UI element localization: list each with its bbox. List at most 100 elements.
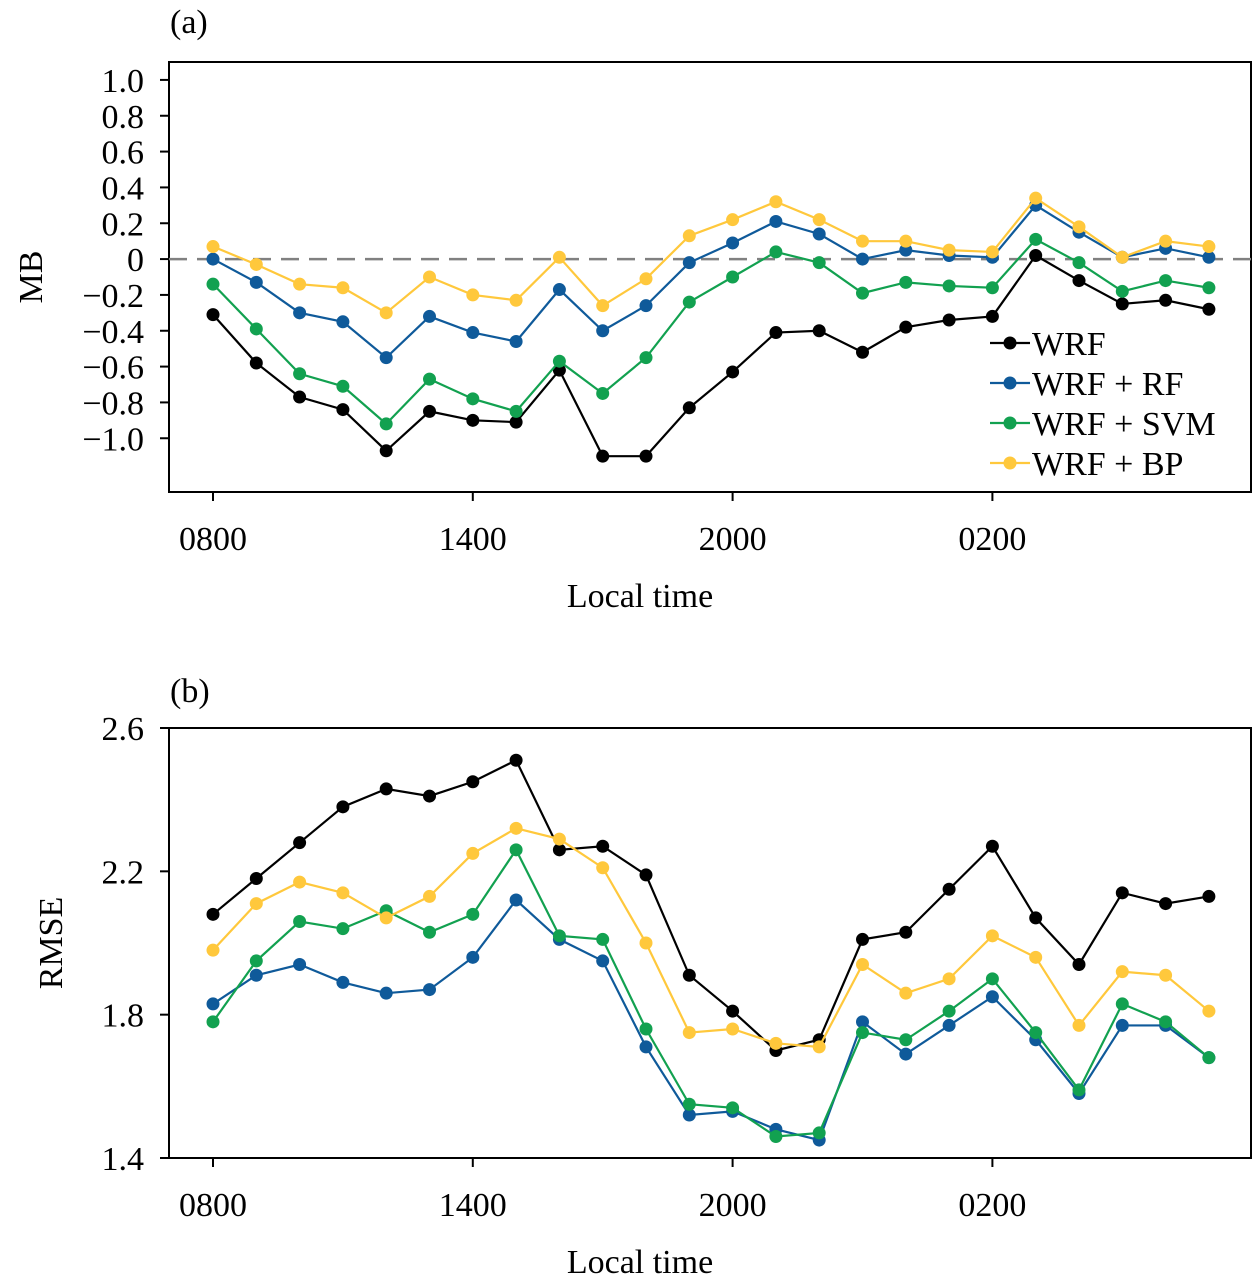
data-point [423, 372, 436, 386]
data-point [293, 306, 307, 320]
series-wrf [206, 249, 1216, 463]
data-point [206, 277, 220, 291]
data-point [1029, 232, 1043, 246]
data-point [466, 907, 480, 921]
data-point [379, 986, 393, 1000]
x-tick-label: 2000 [699, 521, 767, 558]
data-point [769, 245, 783, 259]
data-point [1072, 220, 1086, 234]
legend-label: WRF [1032, 326, 1106, 363]
data-point [726, 365, 740, 379]
data-point [1029, 191, 1043, 205]
y-tick-label: −0.4 [82, 314, 144, 351]
data-point [379, 444, 393, 458]
data-point [812, 227, 826, 241]
y-tick-label: 2.2 [102, 854, 145, 891]
data-point [336, 975, 350, 989]
data-point [379, 417, 393, 431]
data-point [942, 1004, 956, 1018]
data-point [206, 907, 220, 921]
data-point [206, 252, 220, 266]
data-point [769, 326, 783, 340]
data-point [1115, 284, 1129, 298]
y-tick-label: −1.0 [82, 421, 144, 458]
series-line [212, 827, 1210, 1049]
data-point [1115, 965, 1129, 979]
y-axis-title: MB [13, 251, 50, 304]
series-line [212, 758, 1210, 1052]
data-point [596, 386, 610, 400]
data-point [639, 1022, 653, 1036]
data-point [423, 983, 436, 997]
data-point [249, 322, 263, 336]
data-point [899, 234, 913, 248]
data-point [1029, 950, 1043, 964]
data-point [596, 324, 610, 338]
series-line [212, 898, 1210, 1142]
data-point [249, 968, 263, 982]
data-point [985, 839, 999, 853]
data-point [812, 213, 826, 227]
data-point [509, 893, 523, 907]
data-point [509, 821, 523, 835]
y-tick-label: 1.0 [102, 63, 145, 100]
data-point [336, 922, 350, 936]
data-point [726, 236, 740, 250]
data-point [769, 195, 783, 209]
data-point [206, 308, 220, 322]
data-point [942, 313, 956, 327]
series-line [212, 254, 1210, 458]
data-point [596, 932, 610, 946]
data-point [466, 326, 480, 340]
data-point [682, 401, 696, 415]
data-point [1029, 911, 1043, 925]
data-point [596, 954, 610, 968]
data-point [726, 270, 740, 284]
data-point [639, 936, 653, 950]
y-axis-title: RMSE [33, 897, 70, 990]
data-point [856, 252, 869, 266]
data-point [379, 782, 393, 796]
data-point [682, 968, 696, 982]
data-point [336, 379, 350, 393]
legend-label: WRF + SVM [1032, 406, 1216, 443]
data-point [726, 213, 740, 227]
y-tick-label: −0.2 [82, 278, 144, 315]
x-tick-label: 0200 [958, 521, 1026, 558]
y-tick-label: 0.8 [102, 99, 145, 136]
panel-label: (b) [170, 673, 210, 710]
data-point [1115, 997, 1129, 1011]
data-point [336, 403, 350, 417]
data-point [206, 997, 220, 1011]
data-point [1115, 250, 1129, 264]
data-point [466, 288, 480, 302]
series-wrf-svm [206, 843, 1216, 1143]
data-point [899, 986, 913, 1000]
data-point [639, 272, 653, 286]
legend-label: WRF + RF [1032, 366, 1183, 403]
series-wrf [206, 753, 1216, 1057]
series-wrf-rf [206, 893, 1216, 1147]
data-point [1072, 1083, 1086, 1097]
x-tick-label: 1400 [439, 521, 507, 558]
data-point [985, 245, 999, 259]
data-point [466, 413, 480, 427]
data-point [1072, 958, 1086, 971]
data-point [812, 324, 826, 338]
legend-item: WRF [990, 326, 1106, 363]
data-point [206, 1015, 220, 1029]
data-point [293, 836, 307, 850]
legend-swatch-marker [1003, 456, 1017, 470]
x-tick-label: 2000 [699, 1187, 767, 1224]
data-point [249, 897, 263, 911]
data-point [1202, 1051, 1216, 1065]
data-point [552, 363, 566, 377]
y-tick-label: 1.8 [102, 998, 145, 1035]
data-point [466, 392, 480, 406]
y-tick-label: 0.6 [102, 135, 145, 172]
data-point [293, 958, 307, 971]
x-tick-label: 0800 [179, 1187, 247, 1224]
data-point [206, 943, 220, 957]
x-tick-label: 0800 [179, 521, 247, 558]
panel-a-mb-chart: (a) 1.00.80.60.40.20−0.2−0.4−0.6−0.8−1.0 0… [13, 4, 1252, 615]
